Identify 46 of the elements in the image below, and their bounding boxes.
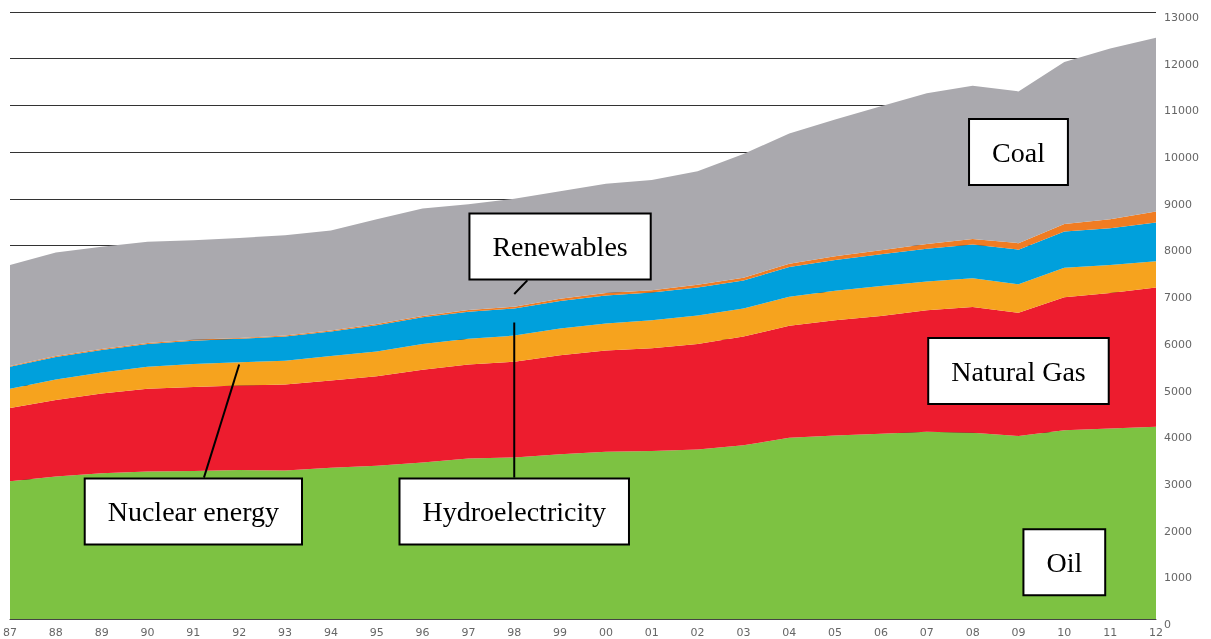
- x-tick-label: 88: [48, 626, 63, 639]
- x-tick-label: 08: [965, 626, 980, 639]
- x-tick-label: 97: [461, 626, 476, 639]
- x-tick-label: 07: [919, 626, 934, 639]
- x-tick-label: 03: [736, 626, 751, 639]
- y-tick-label: 3000: [1164, 477, 1192, 491]
- series-label: Coal: [992, 136, 1046, 168]
- text: Nuclear energy: [107, 496, 279, 528]
- x-tick-label: 90: [140, 626, 155, 639]
- x-tick-label: 89: [94, 626, 109, 639]
- y-tick-label: 4000: [1164, 431, 1192, 445]
- x-tick-label: 00: [598, 626, 613, 639]
- x-tick-label: 99: [553, 626, 568, 639]
- y-tick-label: 0: [1164, 618, 1171, 631]
- y-tick-label: 12000: [1164, 57, 1199, 71]
- y-tick-label: 5000: [1164, 384, 1192, 398]
- x-tick-label: 93: [278, 626, 293, 639]
- series-label: Renewables: [492, 230, 628, 262]
- x-tick-label: 94: [323, 626, 338, 639]
- series-label: Natural Gas: [951, 355, 1086, 387]
- x-tick-label: 05: [828, 626, 843, 639]
- x-tick-label: 10: [1057, 626, 1072, 639]
- y-tick-label: 9000: [1164, 197, 1192, 211]
- x-tick-label: 96: [415, 626, 430, 639]
- y-tick-label: 7000: [1164, 291, 1192, 305]
- x-tick-label: 02: [690, 626, 705, 639]
- x-tick-label: 04: [782, 626, 797, 639]
- x-tick-label: 12: [1149, 626, 1163, 639]
- y-tick-label: 2000: [1164, 524, 1192, 538]
- y-tick-label: 11000: [1164, 104, 1199, 118]
- x-tick-label: 92: [232, 626, 247, 639]
- series-label: Oil: [1046, 546, 1083, 578]
- y-tick-label: 10000: [1164, 151, 1199, 165]
- y-tick-label: 1000: [1164, 571, 1192, 585]
- y-tick-label: 13000: [1164, 11, 1199, 24]
- x-tick-label: 11: [1103, 626, 1118, 639]
- x-tick-label: 87: [3, 626, 17, 639]
- x-tick-label: 06: [873, 626, 888, 639]
- x-tick-label: 91: [186, 626, 201, 639]
- y-tick-label: 8000: [1164, 244, 1192, 258]
- x-tick-label: 01: [644, 626, 659, 639]
- x-tick-label: 09: [1011, 626, 1026, 639]
- x-tick-label: 95: [369, 626, 384, 639]
- x-tick-label: 98: [507, 626, 522, 639]
- text: Hydroelectricity: [422, 496, 606, 528]
- y-tick-label: 6000: [1164, 337, 1192, 351]
